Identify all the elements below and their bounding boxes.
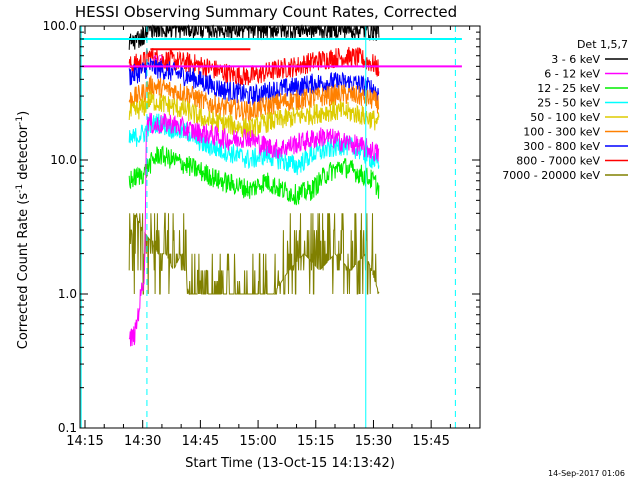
- y-axis-label: Corrected Count Rate (s-1 detector-1): [15, 111, 31, 349]
- x-tick-label: 15:30: [355, 434, 392, 449]
- x-tick-label: 14:30: [124, 434, 161, 449]
- y-tick-label: 10.0: [50, 153, 77, 167]
- x-tick-label: 15:45: [412, 434, 449, 449]
- series-line: [128, 57, 380, 106]
- x-tick-label: 15:15: [297, 434, 334, 449]
- series-line: [128, 75, 379, 122]
- y-tick-label: 0.1: [58, 421, 77, 435]
- x-tick-label: 14:45: [182, 434, 219, 449]
- legend-label: 800 - 7000 keV: [516, 155, 600, 168]
- series-line: [128, 24, 380, 50]
- series-line: [128, 90, 380, 139]
- legend-label: 300 - 800 keV: [523, 140, 600, 153]
- legend-title: Det 1,5,7: [577, 38, 628, 51]
- plot-frame: [79, 25, 481, 429]
- x-axis-label: Start Time (13-Oct-15 14:13:42): [185, 456, 395, 471]
- legend-label: 7000 - 20000 keV: [502, 169, 600, 182]
- x-tick-label: 15:00: [239, 434, 276, 449]
- series-line: [128, 46, 380, 87]
- chart-title: HESSI Observing Summary Count Rates, Cor…: [75, 3, 457, 21]
- legend-label: 3 - 6 keV: [551, 53, 600, 66]
- series-line: [128, 145, 380, 206]
- footer-date: 14-Sep-2017 01:06: [548, 469, 625, 478]
- y-tick-label: 1.0: [58, 287, 77, 301]
- annotation-label: A0: [152, 54, 163, 63]
- legend-label: 50 - 100 keV: [530, 111, 600, 124]
- series-line: [128, 112, 380, 347]
- legend-label: 25 - 50 keV: [537, 97, 600, 110]
- axes: 0.1 1.0 10.0 100.0 14:15 14:30 14:45 15:00 15:15…: [43, 19, 481, 449]
- y-tick-label: 100.0: [43, 19, 77, 33]
- x-tick-label: 14:15: [66, 434, 103, 449]
- legend-label: 100 - 300 keV: [523, 126, 600, 139]
- plot-area: A0: [80, 24, 462, 428]
- legend-label: 6 - 12 keV: [544, 68, 600, 81]
- legend-label: 12 - 25 keV: [537, 82, 600, 95]
- series-line: [128, 212, 380, 296]
